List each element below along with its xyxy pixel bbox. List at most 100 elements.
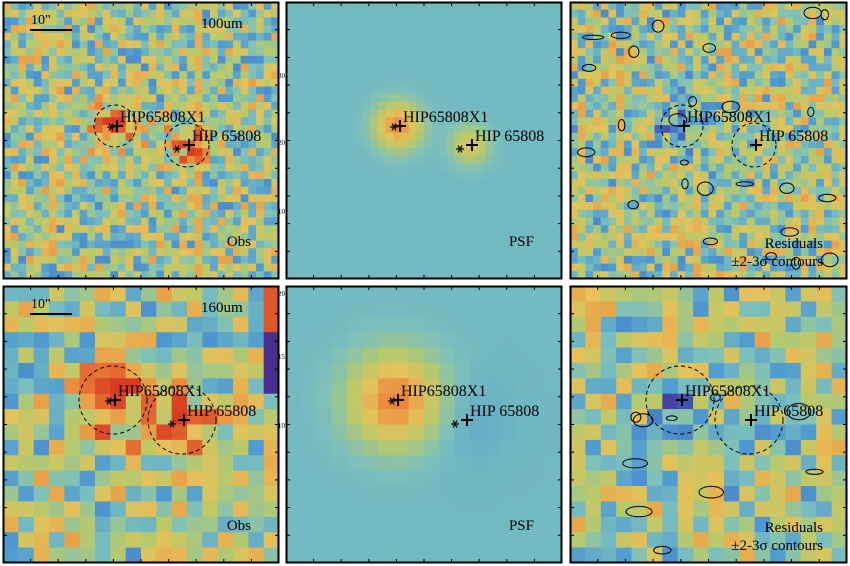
pixel bbox=[316, 439, 333, 456]
pixel bbox=[508, 78, 517, 88]
pixel bbox=[454, 316, 471, 333]
pixel bbox=[808, 163, 817, 172]
pixel bbox=[401, 40, 410, 49]
pixel bbox=[424, 2, 433, 11]
pixel bbox=[286, 501, 302, 518]
pixel bbox=[95, 248, 104, 257]
pixel bbox=[95, 109, 104, 119]
pixel bbox=[41, 225, 50, 234]
pixel bbox=[570, 271, 579, 279]
pixel bbox=[79, 109, 88, 119]
pixel bbox=[823, 155, 833, 165]
pixel bbox=[685, 78, 694, 88]
pixel bbox=[447, 17, 456, 26]
pixel bbox=[33, 217, 42, 226]
pixel bbox=[493, 40, 502, 49]
pixel bbox=[508, 109, 517, 119]
pixel bbox=[263, 225, 272, 234]
pixel bbox=[202, 225, 211, 234]
pixel bbox=[746, 9, 756, 18]
pixel bbox=[608, 117, 617, 126]
pixel bbox=[118, 263, 127, 272]
pixel bbox=[217, 501, 234, 518]
pixel bbox=[148, 9, 157, 18]
pixel bbox=[148, 94, 157, 103]
pixel bbox=[608, 263, 617, 272]
pixel bbox=[309, 109, 318, 119]
pixel bbox=[110, 240, 119, 249]
pixel bbox=[808, 140, 817, 149]
pixel bbox=[148, 17, 157, 26]
pixel bbox=[447, 140, 456, 149]
pixel bbox=[577, 171, 586, 180]
pixel bbox=[531, 94, 540, 103]
pixel bbox=[347, 9, 356, 18]
pixel bbox=[286, 17, 295, 26]
pixel bbox=[831, 217, 840, 226]
tick-marks bbox=[286, 2, 562, 279]
pixel bbox=[355, 202, 364, 211]
pixel bbox=[531, 25, 540, 34]
pixel bbox=[286, 209, 295, 219]
pixel bbox=[470, 171, 479, 180]
pixel bbox=[408, 424, 425, 441]
pixel bbox=[570, 94, 579, 103]
pixel bbox=[416, 240, 425, 249]
pixel bbox=[808, 40, 817, 49]
pixel bbox=[95, 32, 104, 42]
pixel bbox=[171, 501, 188, 518]
pixel bbox=[470, 286, 486, 302]
pixel bbox=[662, 362, 679, 379]
pixel bbox=[454, 40, 463, 49]
pixel bbox=[202, 362, 219, 379]
pixel bbox=[10, 263, 19, 272]
pixel bbox=[49, 455, 65, 472]
pixel bbox=[785, 217, 794, 226]
pixel bbox=[754, 78, 763, 88]
pixel bbox=[808, 255, 817, 265]
pixel bbox=[439, 178, 448, 188]
pixel bbox=[493, 148, 502, 157]
pixel bbox=[110, 209, 119, 219]
pixel bbox=[800, 132, 810, 142]
pixel bbox=[240, 140, 249, 149]
pixel bbox=[500, 186, 509, 195]
pixel bbox=[125, 232, 134, 242]
pixel bbox=[171, 63, 180, 72]
pixel bbox=[187, 424, 203, 441]
pixel bbox=[156, 117, 165, 126]
pixel bbox=[631, 248, 640, 257]
pixel bbox=[401, 9, 410, 18]
pixel bbox=[616, 148, 625, 157]
pixel bbox=[233, 378, 249, 395]
pixel bbox=[685, 217, 694, 226]
pixel bbox=[500, 155, 509, 165]
pixel bbox=[110, 40, 119, 49]
pixel bbox=[677, 140, 687, 149]
pixel bbox=[831, 25, 840, 34]
pixel bbox=[570, 209, 579, 219]
pixel bbox=[816, 155, 825, 165]
pixel bbox=[41, 178, 50, 188]
pixel bbox=[125, 255, 134, 265]
pixel bbox=[332, 25, 341, 34]
pixel bbox=[800, 71, 810, 80]
pixel bbox=[531, 286, 548, 302]
pixel bbox=[723, 263, 733, 272]
pixel bbox=[171, 409, 188, 426]
pixel bbox=[623, 217, 633, 226]
pixel bbox=[454, 71, 463, 80]
pixel bbox=[693, 217, 702, 226]
pixel bbox=[263, 532, 279, 549]
pixel bbox=[347, 362, 364, 379]
pixel bbox=[194, 140, 203, 149]
pixel bbox=[662, 32, 671, 42]
pixel bbox=[570, 155, 579, 165]
pixel bbox=[439, 263, 448, 272]
pixel bbox=[623, 9, 633, 18]
pixel bbox=[286, 332, 302, 349]
pixel bbox=[309, 55, 318, 65]
pixel bbox=[500, 255, 509, 265]
pixel bbox=[95, 240, 104, 249]
pixel bbox=[670, 102, 679, 111]
